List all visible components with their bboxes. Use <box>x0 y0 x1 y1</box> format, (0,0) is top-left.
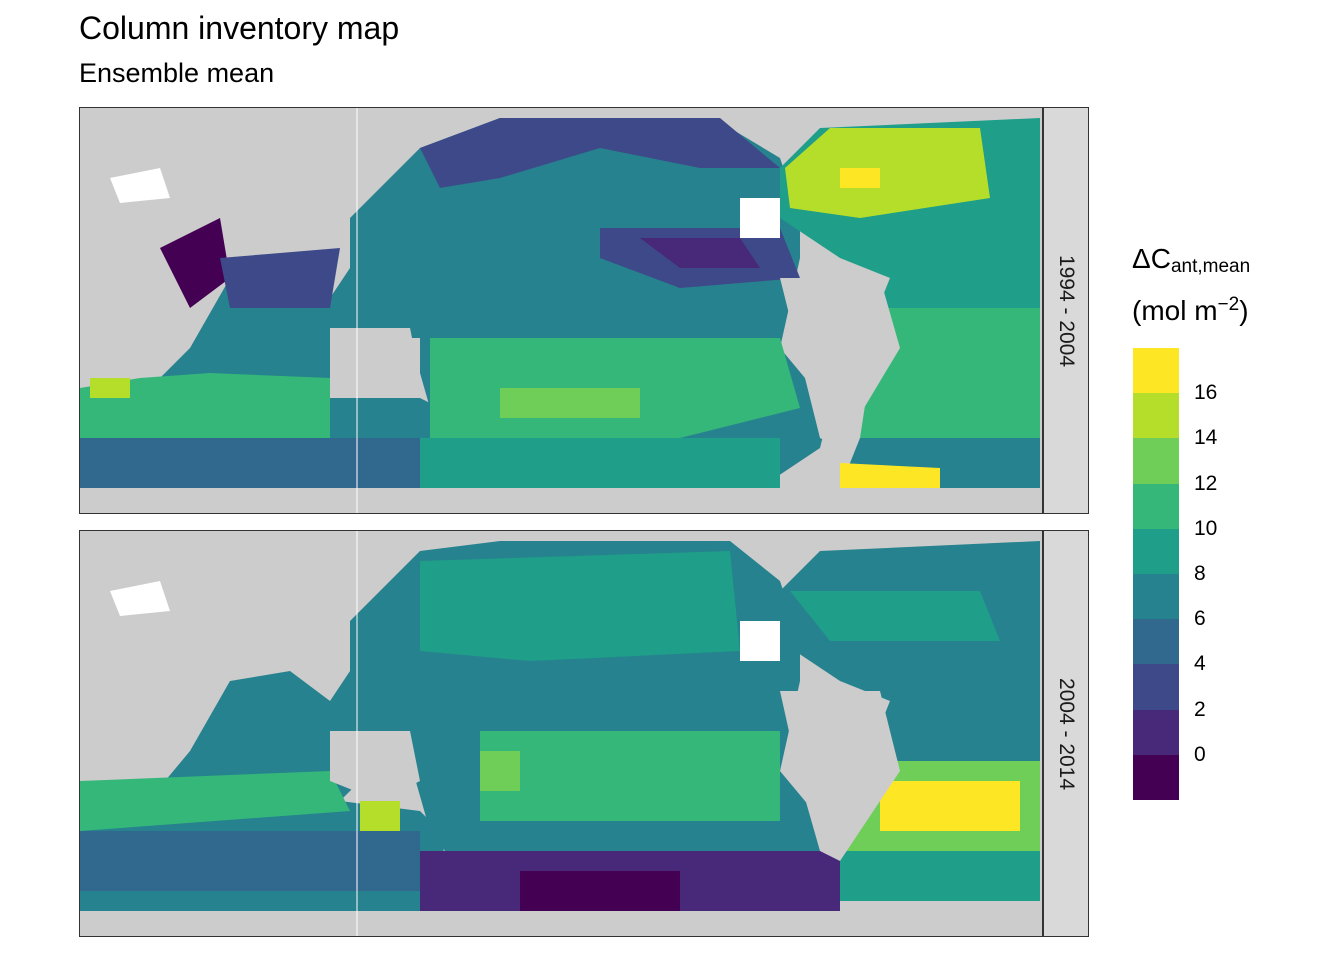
legend-swatch <box>1133 709 1179 756</box>
legend-swatch <box>1133 483 1179 530</box>
legend-tick-label: 2 <box>1194 697 1206 721</box>
legend-tick-label: 0 <box>1194 742 1206 766</box>
legend-unit-suffix: ) <box>1239 295 1249 326</box>
legend-swatch <box>1133 619 1179 665</box>
facet-strip-2: 2004 - 2014 <box>1043 530 1089 937</box>
legend-swatch <box>1133 574 1179 620</box>
facet-strip-1: 1994 - 2004 <box>1043 107 1089 514</box>
legend-tick-label: 8 <box>1194 562 1206 585</box>
map-panel-2004-2014 <box>79 530 1043 937</box>
map-panel-1994-2004 <box>79 107 1043 514</box>
legend-unit-sup: −2 <box>1217 294 1240 315</box>
legend-swatch <box>1133 754 1179 801</box>
map-svg-1 <box>80 108 1042 513</box>
legend-tick-label: 6 <box>1194 607 1206 631</box>
legend-swatch <box>1133 438 1179 485</box>
legend-swatch <box>1133 393 1179 439</box>
legend-tick-label: 14 <box>1194 426 1218 450</box>
legend-tick-label: 10 <box>1194 516 1218 540</box>
legend-swatch <box>1133 528 1179 575</box>
legend-tick-labels: 16 14 12 10 8 6 4 2 0 <box>1194 348 1254 800</box>
legend-unit-prefix: (mol m <box>1132 295 1218 326</box>
legend-tick-label: 12 <box>1194 471 1218 495</box>
legend-tick-label: 4 <box>1194 652 1206 676</box>
legend-title-main: ΔC <box>1132 243 1171 274</box>
legend-swatch <box>1133 348 1179 394</box>
facet-label-1: 1994 - 2004 <box>1055 254 1078 367</box>
legend-tick-label: 16 <box>1194 381 1218 405</box>
legend-title: ΔCant,mean <box>1132 243 1250 278</box>
legend-swatch <box>1133 664 1179 711</box>
legend-title-sub: ant,mean <box>1170 256 1251 277</box>
chart-subtitle: Ensemble mean <box>79 58 275 88</box>
facet-label-2: 2004 - 2014 <box>1055 677 1078 790</box>
map-svg-2 <box>80 531 1042 936</box>
legend-colorbar <box>1133 348 1179 801</box>
chart-title: Column inventory map <box>79 10 400 46</box>
legend-unit: (mol m−2) <box>1132 294 1249 327</box>
